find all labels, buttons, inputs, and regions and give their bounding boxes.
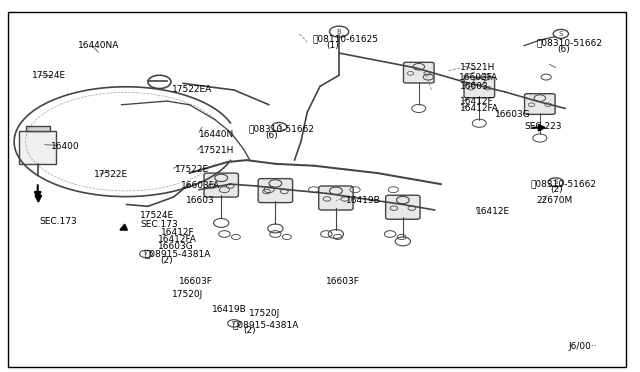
Text: SEC.173: SEC.173 xyxy=(40,217,77,225)
Text: (2): (2) xyxy=(244,326,256,335)
Text: B: B xyxy=(337,29,342,35)
Text: 16603G: 16603G xyxy=(495,109,531,119)
Text: 22670M: 22670M xyxy=(537,196,573,205)
FancyBboxPatch shape xyxy=(386,195,420,219)
Text: Ⓝ08310-51662: Ⓝ08310-51662 xyxy=(531,180,596,189)
Text: 16603: 16603 xyxy=(186,196,215,205)
Text: (2): (2) xyxy=(550,185,563,194)
FancyBboxPatch shape xyxy=(319,186,353,210)
Text: 16400: 16400 xyxy=(51,142,80,151)
Text: (2): (2) xyxy=(161,256,173,265)
Text: S: S xyxy=(277,124,282,130)
FancyBboxPatch shape xyxy=(525,94,555,114)
Text: 17522E: 17522E xyxy=(94,170,128,179)
Text: (1): (1) xyxy=(326,41,339,50)
Text: 16440N: 16440N xyxy=(199,130,234,139)
Text: S: S xyxy=(554,179,558,185)
Text: 17521H: 17521H xyxy=(460,63,495,72)
Text: S: S xyxy=(559,31,563,37)
Text: 16419B: 16419B xyxy=(346,196,380,205)
Text: 16603: 16603 xyxy=(460,82,489,91)
Text: 16603F: 16603F xyxy=(179,278,212,286)
Text: Ⓝ08310-51662: Ⓝ08310-51662 xyxy=(537,38,603,47)
Text: SEC.223: SEC.223 xyxy=(524,122,561,131)
Text: 16412F: 16412F xyxy=(161,228,195,237)
FancyBboxPatch shape xyxy=(464,77,495,98)
Text: 16412FA: 16412FA xyxy=(460,104,499,113)
Text: 16603FA: 16603FA xyxy=(459,73,498,81)
Text: Ⓥ08915-4381A: Ⓥ08915-4381A xyxy=(232,320,298,329)
Text: (6): (6) xyxy=(557,45,570,54)
Text: 17520J: 17520J xyxy=(248,309,280,318)
Text: 16603F: 16603F xyxy=(326,278,360,286)
Text: Ⓥ08915-4381A: Ⓥ08915-4381A xyxy=(145,250,211,259)
Text: 16412FA: 16412FA xyxy=(157,235,196,244)
Text: V: V xyxy=(232,321,236,326)
Text: 16440NA: 16440NA xyxy=(78,41,119,50)
FancyBboxPatch shape xyxy=(403,62,434,83)
Text: 16603FA: 16603FA xyxy=(181,182,220,190)
Text: Ⓝ08310-51662: Ⓝ08310-51662 xyxy=(248,124,315,133)
Text: 17524E: 17524E xyxy=(140,211,175,220)
Bar xyxy=(26,126,50,131)
Text: 17522EA: 17522EA xyxy=(172,85,212,94)
Text: J6/00··: J6/00·· xyxy=(568,342,597,351)
Text: 17522E: 17522E xyxy=(175,165,209,174)
Text: 17524E: 17524E xyxy=(32,71,66,80)
Text: 16419B: 16419B xyxy=(212,305,246,314)
Text: ⒲08110-61625: ⒲08110-61625 xyxy=(312,35,378,44)
Text: 16412E: 16412E xyxy=(476,207,510,217)
Text: 16412F: 16412F xyxy=(460,97,494,106)
Text: 16603G: 16603G xyxy=(157,243,193,251)
Text: 17520J: 17520J xyxy=(172,291,204,299)
Text: V: V xyxy=(144,251,148,256)
Text: SEC.173: SEC.173 xyxy=(140,220,178,229)
FancyBboxPatch shape xyxy=(204,173,239,197)
Text: 17521H: 17521H xyxy=(199,147,234,155)
Bar xyxy=(19,131,56,164)
FancyBboxPatch shape xyxy=(258,179,292,203)
Text: (6): (6) xyxy=(265,131,278,140)
